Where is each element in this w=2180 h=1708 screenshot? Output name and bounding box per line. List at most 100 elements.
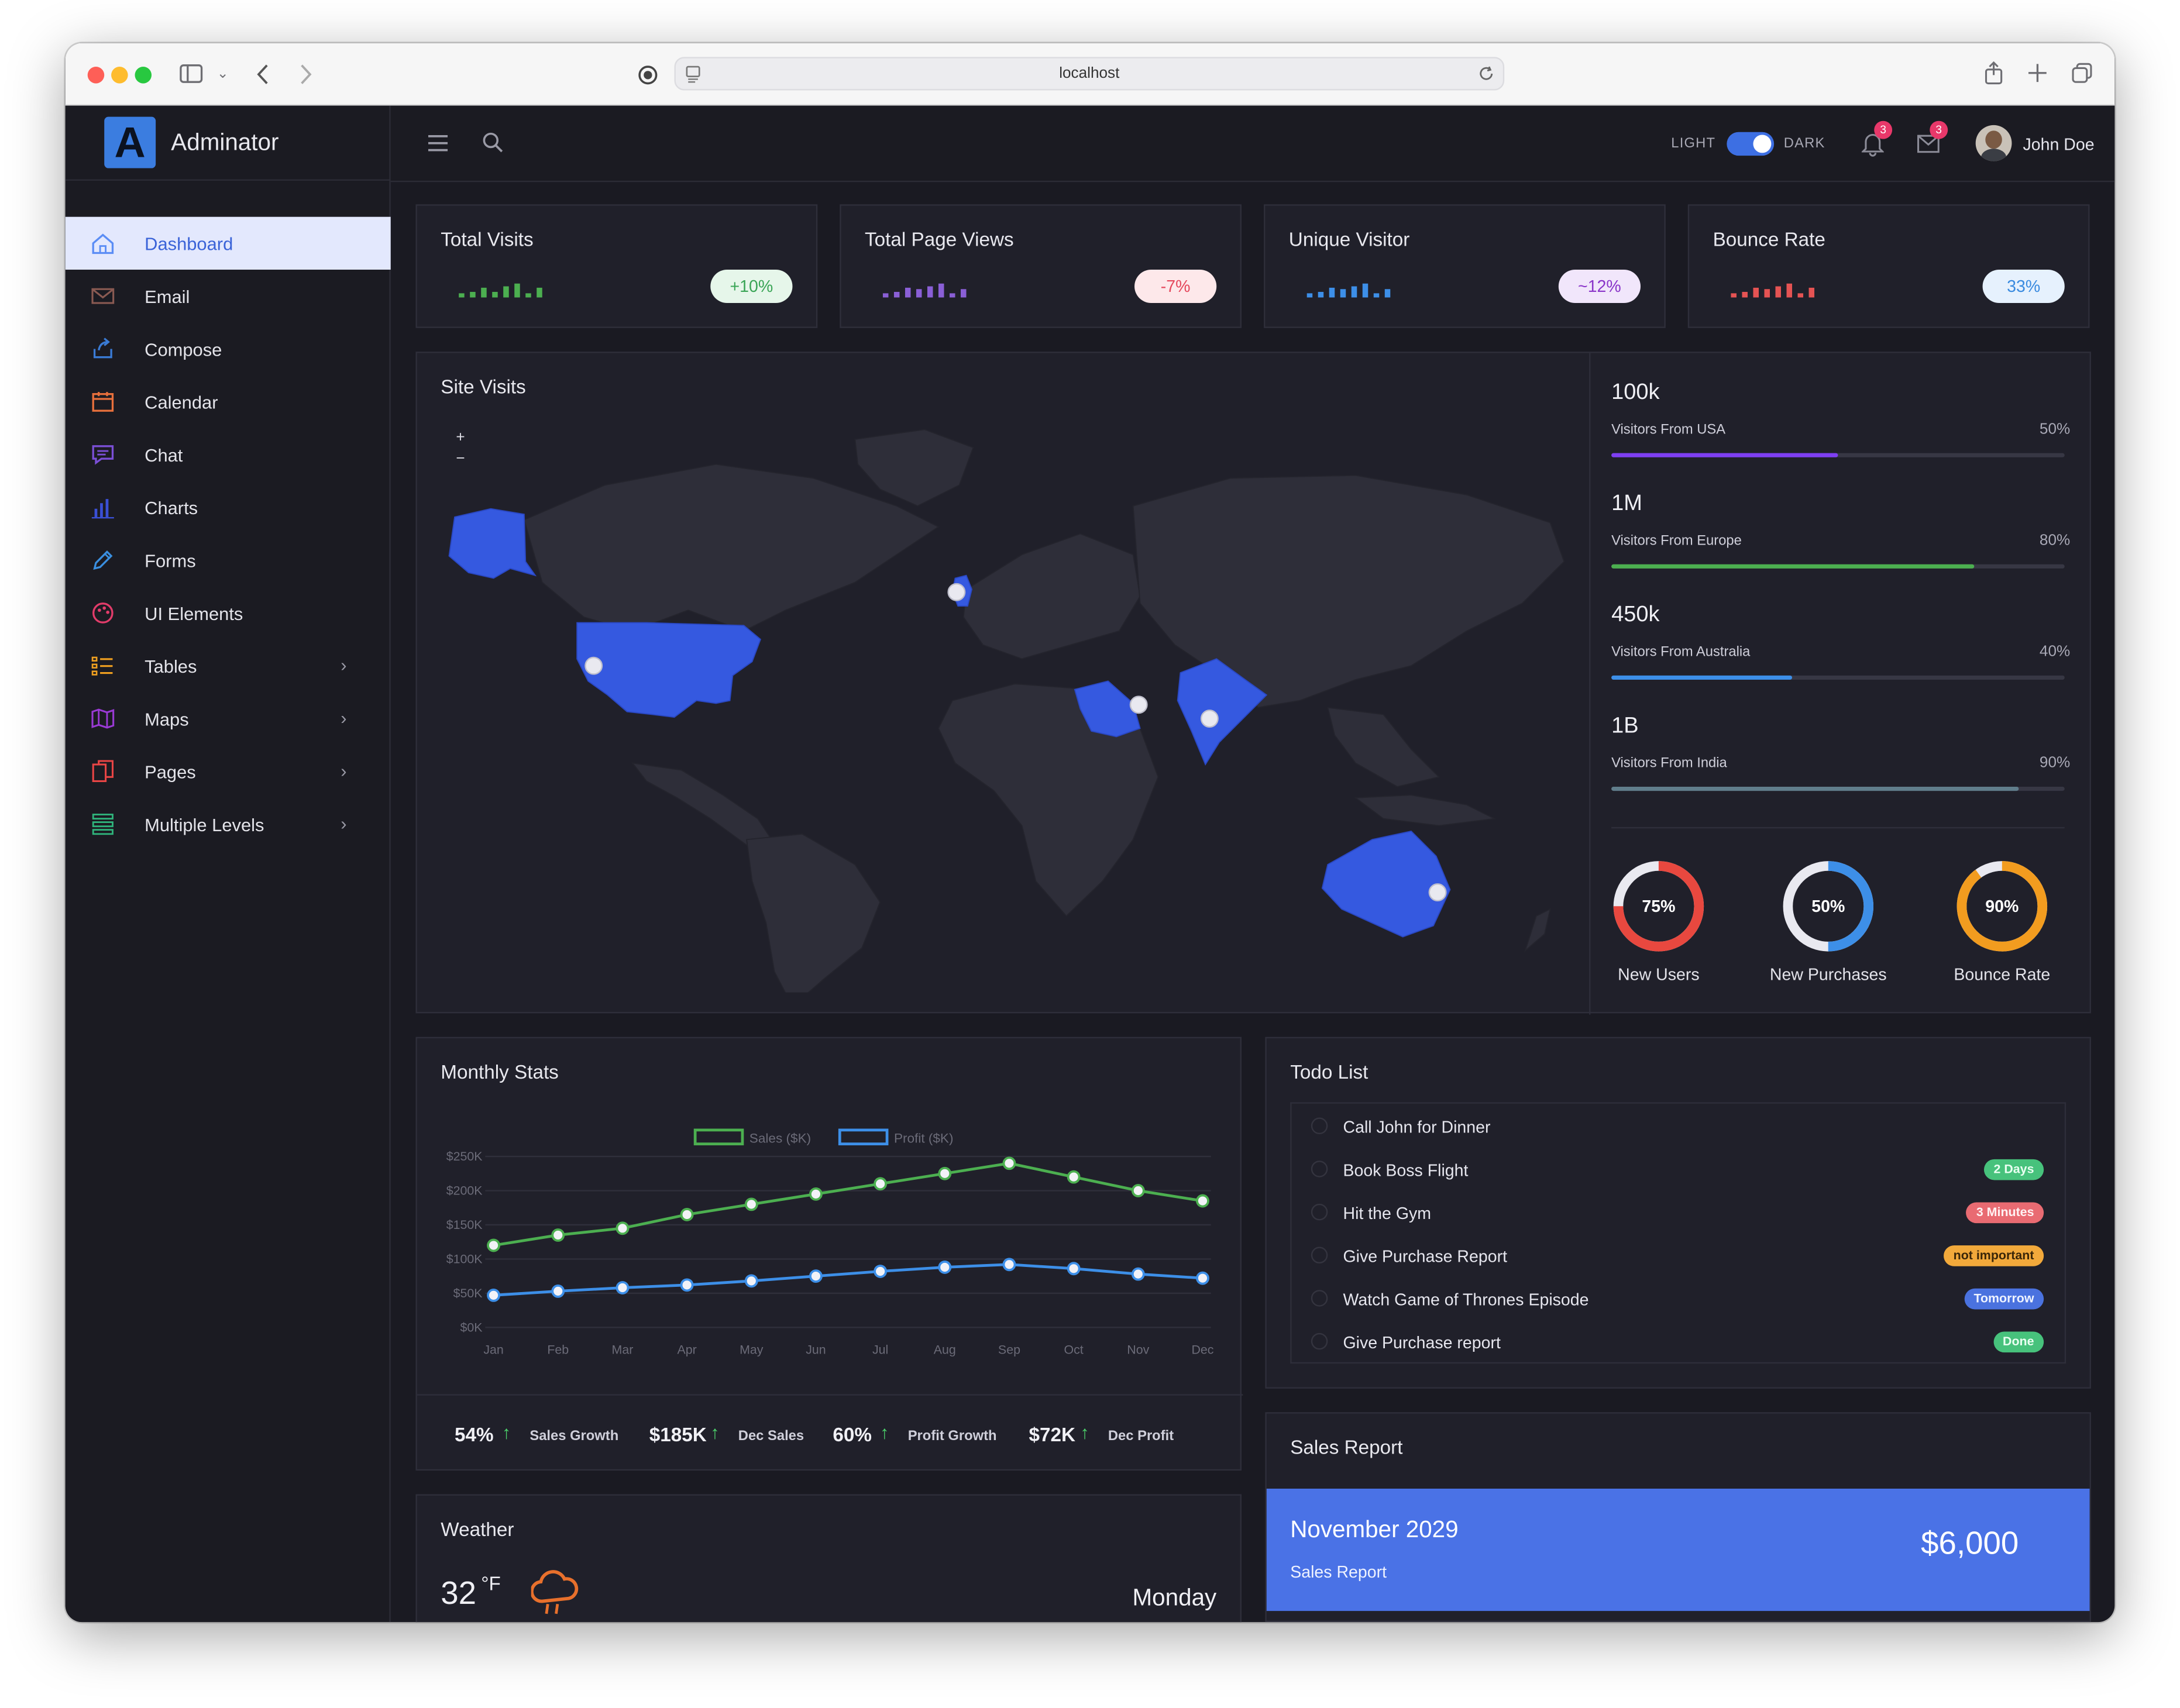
map-zoom-in-button[interactable]: + [456,429,465,446]
map-zoom-out-button[interactable]: − [456,450,465,467]
stat-label: Sales Growth [529,1428,619,1444]
todo-checkbox[interactable] [1311,1246,1328,1264]
sidebar-item-chat[interactable]: Chat [66,428,391,481]
todo-checkbox[interactable] [1311,1203,1328,1221]
sidebar-item-calendar[interactable]: Calendar [66,376,391,428]
sidebar-toggle-icon[interactable] [180,64,203,83]
tab-overview-icon[interactable] [2072,63,2093,84]
user-name[interactable]: John Doe [2023,135,2095,154]
sidebar-item-compose[interactable]: Compose [66,322,391,375]
todo-item[interactable]: Give Purchase report Done [1290,1319,2063,1362]
sidebar-item-email[interactable]: Email [66,270,391,322]
kpi-badge: ~12% [1558,269,1641,304]
sidebar-item-pages[interactable]: Pages › [66,745,391,798]
kpi-card: Total Page Views -7% [840,204,1242,328]
todo-item[interactable]: Book Boss Flight 2 Days [1290,1146,2063,1190]
x-tick-label: Jun [806,1342,826,1356]
theme-toggle[interactable] [1727,132,1775,156]
data-point [551,1228,565,1242]
data-point [1067,1262,1081,1276]
stat-value: 54% [455,1423,494,1446]
todo-checkbox[interactable] [1311,1161,1328,1177]
visitor-stat-progress [1611,453,2065,457]
brand[interactable]: A Adminator [65,106,391,181]
share-icon[interactable] [1984,61,2003,85]
todo-checkbox[interactable] [1311,1332,1328,1350]
todo-checkbox[interactable] [1311,1117,1328,1135]
stat-label: Dec Profit [1108,1428,1174,1444]
visitor-stats-panel: 100k Visitors From USA 50% 1M Visitors From … [1589,353,2092,1015]
list-icon [91,656,113,676]
reload-icon[interactable] [1478,66,1495,82]
chevron-right-icon: › [341,813,347,834]
donut-value: 50% [1811,896,1845,916]
data-point [1002,1258,1016,1272]
todo-title: Todo List [1290,1060,1368,1083]
stat-label: Profit Growth [907,1428,997,1444]
data-point [551,1284,565,1298]
close-window-button[interactable] [87,67,105,84]
visitor-stat-percent: 80% [2039,532,2071,549]
stat-value: $72K [1029,1423,1075,1446]
map-marker-india [1200,710,1219,728]
browser-window: ⌄ localhost A Adminator Dashboard Email Co… [65,43,2115,1623]
forward-icon[interactable] [299,64,313,85]
map-marker-australia [1428,883,1447,902]
address-bar[interactable]: localhost [674,57,1505,91]
visitor-stat-value: 1B [1611,714,1639,738]
visitor-stat: 450k Visitors From Australia 40% [1589,603,2092,714]
kpi-card: Unique Visitor ~12% [1264,204,1666,328]
messages-button[interactable]: 3 [1917,120,1948,157]
mail-icon [91,288,115,304]
todo-item[interactable]: Watch Game of Thrones Episode Tomorrow [1290,1276,2063,1319]
sidebar-item-ui-elements[interactable]: UI Elements [66,587,391,639]
todo-item[interactable]: Call John for Dinner [1290,1104,2063,1147]
donut-label: New Users [1618,965,1700,984]
search-icon[interactable] [483,132,504,153]
donut-arc [1613,861,1704,952]
todo-card: Todo List Call John for Dinner Book Boss … [1265,1036,2091,1389]
back-icon[interactable] [256,64,270,85]
chevron-right-icon: › [341,655,347,676]
arrow-up-icon: ↑ [710,1421,720,1443]
sparkline-bar [882,293,889,298]
sparkline-bar [1753,287,1759,298]
data-point [680,1278,694,1292]
weather-title: Weather [441,1517,514,1540]
sidebar-item-dashboard[interactable]: Dashboard [65,216,391,270]
chevron-down-icon[interactable]: ⌄ [216,67,229,82]
zoom-window-button[interactable] [135,67,152,84]
hamburger-menu-icon[interactable] [428,135,448,151]
sidebar-item-multiple-levels[interactable]: Multiple Levels › [66,798,391,850]
weather-card: Weather 32 °F Monday [415,1494,1242,1623]
data-point [487,1288,500,1302]
donut-arc [1783,861,1874,952]
sidebar-item-forms[interactable]: Forms [66,533,391,586]
topbar: LIGHT DARK 3 3 John Doe [390,105,2115,182]
monthly-stats-divider [417,1394,1243,1396]
sidebar-item-tables[interactable]: Tables › [66,639,391,692]
visitor-stat-percent: 50% [2039,421,2071,438]
new-tab-icon[interactable] [2028,64,2047,82]
todo-item[interactable]: Hit the Gym 3 Minutes [1290,1190,2063,1233]
avatar[interactable] [1975,125,2012,161]
sidebar-item-maps[interactable]: Maps › [66,692,391,745]
world-map[interactable] [438,422,1592,993]
todo-text: Watch Game of Thrones Episode [1343,1290,1589,1310]
x-tick-label: Dec [1191,1342,1213,1356]
bar-chart-icon [91,499,114,519]
sidebar-item-charts[interactable]: Charts [66,481,391,533]
notifications-button[interactable]: 3 [1861,120,1893,157]
todo-item[interactable]: Give Purchase Report not important [1290,1233,2063,1276]
todo-checkbox[interactable] [1311,1290,1328,1307]
minimize-window-button[interactable] [111,67,128,84]
donut-chart [1613,861,1704,952]
files-icon [92,760,114,783]
kpi-card: Total Visits +10% [415,204,818,328]
map-europe [962,533,1141,660]
sparkline-bar [905,287,911,298]
donut-stat: 75% New Users [1582,853,1735,993]
sales-report-amount: $6,000 [1921,1524,2019,1561]
progress-fill [1611,786,2020,791]
privacy-icon[interactable] [638,66,658,85]
